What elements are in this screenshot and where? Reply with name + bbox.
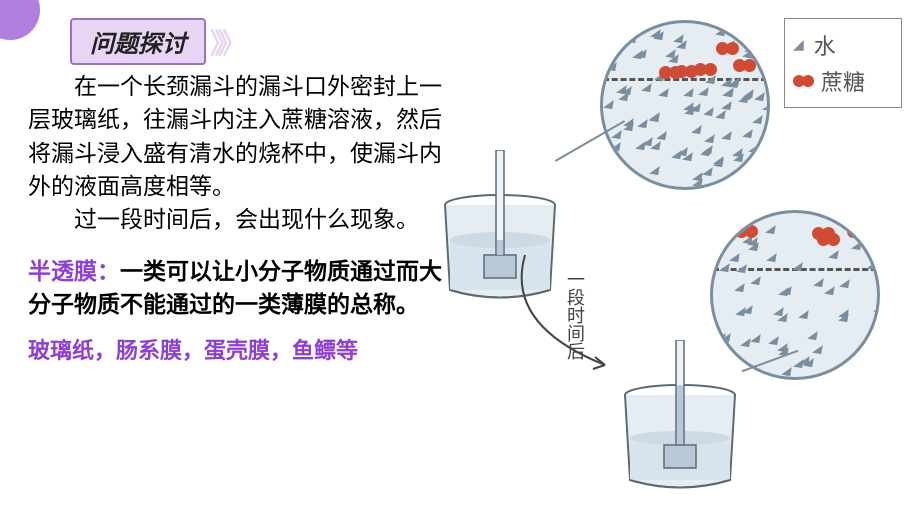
time-arrow-label: 一段时间后 (562, 270, 584, 360)
section-header: 问题探讨 (70, 18, 206, 65)
semi-membrane-label: 半透膜： (28, 258, 120, 284)
examples-line: 玻璃纸，肠系膜，蛋壳膜，鱼鳔等 (28, 335, 448, 367)
semi-membrane-line: 半透膜：一类可以让小分子物质通过而大分子物质不能通过的一类薄膜的总称。 (28, 255, 448, 322)
chevron-icon: 》》 (210, 22, 240, 62)
paragraph-1: 在一个长颈漏斗的漏斗口外密封上一层玻璃纸，往漏斗内注入蔗糖溶液，然后将漏斗浸入盛… (28, 70, 448, 203)
magnifier-top: ◢◢◢◢◢◢◢◢◢◢◢◢◢◢◢◢◢◢◢◢◢◢◢◢◢◢◢◢◢◢◢◢◢◢◢◢◢◢◢◢… (600, 20, 770, 190)
osmosis-diagram: ◢◢◢◢◢◢◢◢◢◢◢◢◢◢◢◢◢◢◢◢◢◢◢◢◢◢◢◢◢◢◢◢◢◢◢◢◢◢◢◢… (430, 30, 910, 510)
corner-decoration (0, 0, 40, 40)
particles-top: ◢◢◢◢◢◢◢◢◢◢◢◢◢◢◢◢◢◢◢◢◢◢◢◢◢◢◢◢◢◢◢◢◢◢◢◢◢◢◢◢… (603, 23, 767, 187)
paragraph-2: 过一段时间后，会出现什么现象。 (28, 203, 448, 236)
body-text-block: 在一个长颈漏斗的漏斗口外密封上一层玻璃纸，往漏斗内注入蔗糖溶液，然后将漏斗浸入盛… (28, 70, 448, 367)
section-title: 问题探讨 (90, 31, 186, 58)
